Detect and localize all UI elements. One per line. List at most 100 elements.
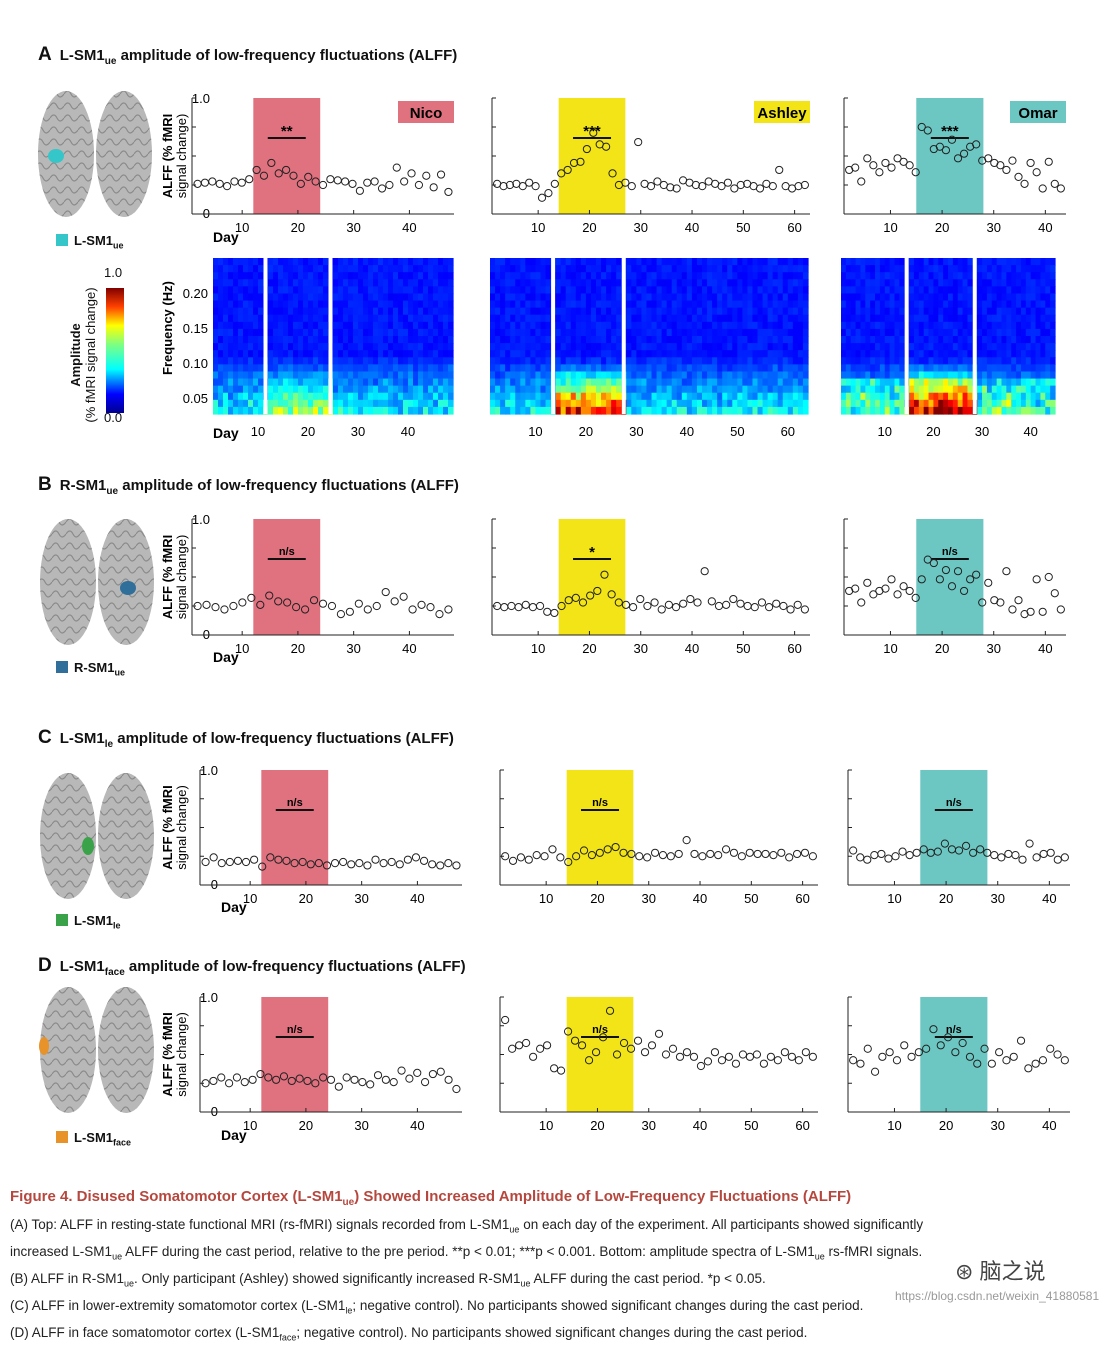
spectrogram-cell xyxy=(875,279,881,287)
spectrogram-cell xyxy=(661,328,668,337)
spectrogram-cell xyxy=(957,300,964,309)
data-point xyxy=(1026,607,1035,616)
spectrogram-cell xyxy=(707,307,713,316)
spectrogram-cell xyxy=(948,286,954,295)
spectrogram-cell xyxy=(918,328,925,337)
spectrogram-cell xyxy=(616,279,622,287)
spectrogram-cell xyxy=(787,392,794,401)
spectrogram-cell xyxy=(378,293,384,302)
spectrogram-cell xyxy=(248,406,254,415)
spectrogram-cell xyxy=(238,279,244,287)
spectrogram-cell xyxy=(601,378,607,387)
spectrogram-cell xyxy=(423,314,429,323)
spectrogram-cell xyxy=(248,378,254,387)
spectrogram-cell xyxy=(631,385,637,394)
spectrogram-cell xyxy=(1050,314,1056,323)
spectrogram-cell xyxy=(996,328,1003,337)
spectrogram-cell xyxy=(850,385,857,394)
brain-image-a xyxy=(36,88,154,225)
spectrogram-cell xyxy=(631,399,637,408)
spectrogram-cell xyxy=(500,328,506,337)
spectrogram-cell xyxy=(991,258,998,266)
spectrogram-cell xyxy=(732,385,738,394)
spectrogram-cell xyxy=(894,293,900,302)
spectrogram-cell xyxy=(923,279,930,287)
spectrogram-cell xyxy=(433,385,439,394)
spectrogram-cell xyxy=(408,293,414,302)
spectrogram-cell xyxy=(570,364,577,373)
spectrogram-cell xyxy=(218,293,224,302)
spectrogram-cell xyxy=(575,272,582,280)
spectrogram-cell xyxy=(318,265,324,273)
spectrogram-cell xyxy=(767,300,774,309)
spectrogram-cell xyxy=(555,314,562,323)
spectrogram-cell xyxy=(661,307,668,316)
spectrogram-cell xyxy=(676,392,683,401)
spectrogram-cell xyxy=(952,279,959,287)
spectrogram-cell xyxy=(418,314,424,323)
spectrogram-cell xyxy=(894,392,900,401)
spectrogram-cell xyxy=(899,399,905,408)
section-b-title: B R-SM1ue amplitude of low-frequency fluc… xyxy=(38,474,459,497)
spectrogram-cell xyxy=(428,300,434,309)
spectrogram-cell xyxy=(333,392,339,401)
spectrogram-cell xyxy=(448,293,454,302)
spectrogram-cell xyxy=(268,286,274,295)
spectrogram-cell xyxy=(570,272,577,280)
spectrogram-cell xyxy=(408,265,414,273)
spectrogram-cell xyxy=(408,286,414,295)
spectrogram-cell xyxy=(1035,350,1042,358)
data-point xyxy=(314,859,323,868)
spectrogram-cell xyxy=(742,399,749,408)
spectrogram-cell xyxy=(681,406,688,415)
spectrogram-cell xyxy=(870,314,876,323)
spectrogram-cell xyxy=(333,321,339,330)
data-point xyxy=(849,1056,858,1065)
spectrogram-cell xyxy=(991,293,998,302)
spectrogram-cell xyxy=(913,392,920,401)
data-point xyxy=(319,1073,328,1082)
spectrogram-cell xyxy=(938,258,944,266)
spectrogram-cell xyxy=(767,406,774,415)
spectrogram-cell xyxy=(1040,371,1046,380)
spectrogram-cell xyxy=(423,336,429,344)
spectrogram-cell xyxy=(727,321,733,330)
spectrogram-cell xyxy=(884,314,891,323)
spectrogram-cell xyxy=(782,265,789,273)
data-point xyxy=(668,1044,678,1053)
spectrogram-cell xyxy=(323,336,329,344)
spectrogram-cell xyxy=(333,328,339,337)
spectrogram-cell xyxy=(702,385,708,394)
data-point xyxy=(922,1044,931,1053)
spectrogram-cell xyxy=(957,314,964,323)
spectrogram-cell xyxy=(398,371,404,380)
spectrogram-cell xyxy=(928,350,935,358)
spectrogram-cell xyxy=(923,314,930,323)
spectrogram-cell xyxy=(933,392,939,401)
spectrogram-cell xyxy=(884,293,891,302)
spectrogram-cell xyxy=(585,406,592,415)
spectrogram-cell xyxy=(530,286,537,295)
spectrogram-cell xyxy=(248,293,254,302)
data-point xyxy=(542,1041,552,1050)
spectrogram-cell xyxy=(636,258,643,266)
spectrogram-cell xyxy=(962,350,969,358)
spectrogram-cell xyxy=(433,293,439,302)
spectrogram-cell xyxy=(712,328,718,337)
spectrogram-cell xyxy=(889,328,896,337)
watermark-url: https://blog.csdn.net/weixin_41880581 xyxy=(895,1289,1100,1303)
spectrogram-cell xyxy=(423,258,429,266)
spectrogram-cell xyxy=(722,392,728,401)
spectrogram-cell xyxy=(1001,350,1007,358)
spectrogram-cell xyxy=(948,314,954,323)
spectrogram-cell xyxy=(423,328,429,337)
spectrogram-cell xyxy=(363,378,369,387)
spectrogram-cell xyxy=(530,371,537,380)
spectrogram-cell xyxy=(313,357,319,365)
spectrogram-cell xyxy=(403,378,409,387)
spectrogram-cell xyxy=(855,336,862,344)
spectrogram-cell xyxy=(884,350,891,358)
data-point xyxy=(755,184,765,193)
data-point xyxy=(529,1052,538,1061)
spectrogram-cell xyxy=(253,406,259,415)
